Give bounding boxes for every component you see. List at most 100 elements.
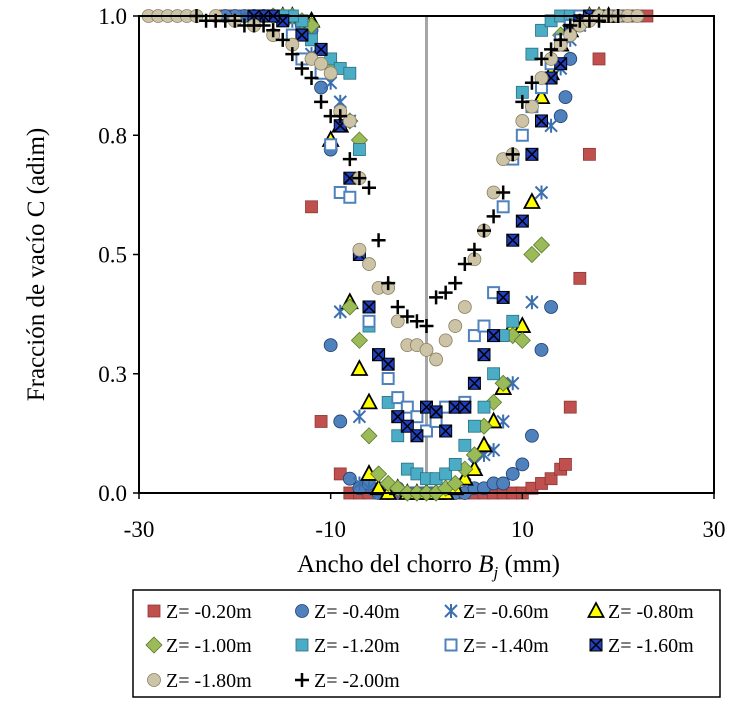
data-point-s5-p9 xyxy=(391,429,405,443)
data-point-s8-p36-shape xyxy=(534,71,549,85)
data-point-s3-p6 xyxy=(369,478,388,496)
data-point-s6-p9 xyxy=(381,372,395,386)
data-point-s3-p4 xyxy=(359,392,379,410)
legend-marker xyxy=(295,673,309,687)
data-point-s2-p23-shape xyxy=(525,295,539,310)
legend-item: Z= -0.60m xyxy=(444,601,549,623)
legend-item: Z= -0.80m xyxy=(586,601,694,623)
data-point-s9-p15 xyxy=(333,109,348,124)
data-point-s9-p33 xyxy=(505,147,520,162)
data-point-s1-p22 xyxy=(505,467,520,481)
data-point-s1-p21-shape xyxy=(496,476,511,491)
data-point-s9-p8-shape xyxy=(266,23,281,38)
legend-item: Z= -0.40m xyxy=(295,601,400,623)
y-tick-label: 0.0 xyxy=(98,481,127,506)
legend-label: Z= -0.80m xyxy=(608,601,694,623)
data-point-s6-p10-shape xyxy=(391,391,405,405)
data-point-s7-p13 xyxy=(429,405,443,419)
legend-item: Z= -0.20m xyxy=(147,601,252,623)
data-point-s9-p13-shape xyxy=(314,94,329,109)
data-point-s9-p32 xyxy=(496,185,511,200)
data-point-s9-p29 xyxy=(467,242,482,257)
legend-marker-shape xyxy=(444,638,458,652)
data-point-s9-p26-shape xyxy=(438,285,453,300)
legend-marker xyxy=(586,601,606,618)
data-point-s9-p22-shape xyxy=(400,309,415,324)
data-point-s1-p27 xyxy=(553,109,568,124)
data-point-s8-p26-shape xyxy=(438,333,453,348)
data-point-s0-p27-shape xyxy=(573,271,587,285)
data-point-s9-p23-shape xyxy=(409,314,424,329)
data-point-s8-p28 xyxy=(457,300,472,314)
data-point-s8-p28-shape xyxy=(457,300,472,314)
y-axis-title: Fracción de vacío C (adim) xyxy=(23,128,50,402)
legend-marker xyxy=(589,638,603,652)
data-point-s1-p22-shape xyxy=(505,467,520,481)
data-point-s9-p21 xyxy=(390,299,405,314)
data-point-s9-p36 xyxy=(534,51,549,66)
data-point-s7-p24-cross xyxy=(534,114,549,128)
data-point-s7-p14 xyxy=(439,424,453,438)
data-point-s5-p18-shape xyxy=(477,400,491,414)
legend-marker xyxy=(145,636,163,654)
data-point-s9-p34 xyxy=(515,94,530,109)
data-point-s4-p4-shape xyxy=(341,298,359,316)
x-tick-label: -10 xyxy=(315,517,346,542)
data-point-s9-p7 xyxy=(256,18,271,33)
data-point-s9-p26 xyxy=(438,285,453,300)
legend-label: Z= -1.80m xyxy=(166,670,252,692)
data-point-s9-p11-shape xyxy=(294,61,309,76)
data-point-s1-p5 xyxy=(342,471,357,486)
legend-marker xyxy=(147,673,161,687)
data-point-s9-p28-shape xyxy=(457,257,472,272)
data-point-s9-p17 xyxy=(352,171,367,186)
data-point-s1-p24 xyxy=(525,428,539,443)
data-point-s3-p3-shape xyxy=(350,359,369,376)
data-point-s0-p0 xyxy=(314,415,328,428)
data-point-s9-p19-shape xyxy=(371,233,386,248)
data-point-s0-p29-shape xyxy=(592,52,606,66)
data-point-s9-p10 xyxy=(285,47,300,62)
data-point-s5-p18 xyxy=(477,400,491,414)
data-point-s1-p25 xyxy=(534,342,549,357)
data-point-s9-p35-shape xyxy=(524,75,539,90)
data-point-s5-p5-shape xyxy=(353,143,366,156)
data-point-s5-p4 xyxy=(343,66,357,80)
data-point-s0-p26 xyxy=(563,400,577,414)
data-point-s8-p34 xyxy=(515,114,530,128)
data-point-s5-p16-shape xyxy=(458,438,472,452)
legend-label: Z= -1.20m xyxy=(314,635,400,657)
data-point-s4-p22 xyxy=(513,331,531,349)
data-point-s9-p25 xyxy=(429,290,444,305)
legend-marker-shape xyxy=(444,604,458,618)
data-point-s8-p12-shape xyxy=(314,56,328,71)
data-point-s9-p12-shape xyxy=(304,71,319,86)
data-point-s5-p4-shape xyxy=(343,66,357,80)
data-point-s4-p24 xyxy=(532,236,551,254)
data-point-s5-p5 xyxy=(353,143,366,156)
data-point-s6-p7-shape xyxy=(362,314,376,328)
y-tick-label: 0.5 xyxy=(98,243,127,268)
data-point-s9-p31-shape xyxy=(486,209,501,224)
data-point-s7-p19-cross xyxy=(487,329,501,343)
legend-label: Z= -0.60m xyxy=(463,601,549,623)
data-point-s6-p11-shape xyxy=(400,400,414,414)
data-point-s7-p11 xyxy=(410,429,424,443)
data-point-s8-p13-shape xyxy=(323,66,338,81)
data-point-s9-p24-shape xyxy=(419,319,434,334)
data-point-s5-p17 xyxy=(468,419,481,433)
legend-marker-shape xyxy=(295,638,309,652)
data-point-s9-p15-shape xyxy=(333,109,348,124)
data-point-s9-p30 xyxy=(477,223,491,238)
data-point-s3-p23 xyxy=(532,87,551,104)
data-point-s2-p24-shape xyxy=(534,185,549,200)
data-point-s8-p15 xyxy=(342,114,357,128)
data-point-s9-p21-shape xyxy=(390,299,405,314)
data-point-s7-p2-cross xyxy=(314,42,328,56)
data-point-s1-p27-shape xyxy=(553,109,568,124)
axes: 0.0 0.3 0.5 0.8 1.0 -30 -10 10 30 Ancho del chorr… xyxy=(23,4,726,582)
data-point-s0-p27 xyxy=(573,271,587,285)
data-point-s9-p33-shape xyxy=(505,147,520,162)
legend-marker-shape xyxy=(145,636,163,654)
series-z2.00m xyxy=(189,9,626,334)
